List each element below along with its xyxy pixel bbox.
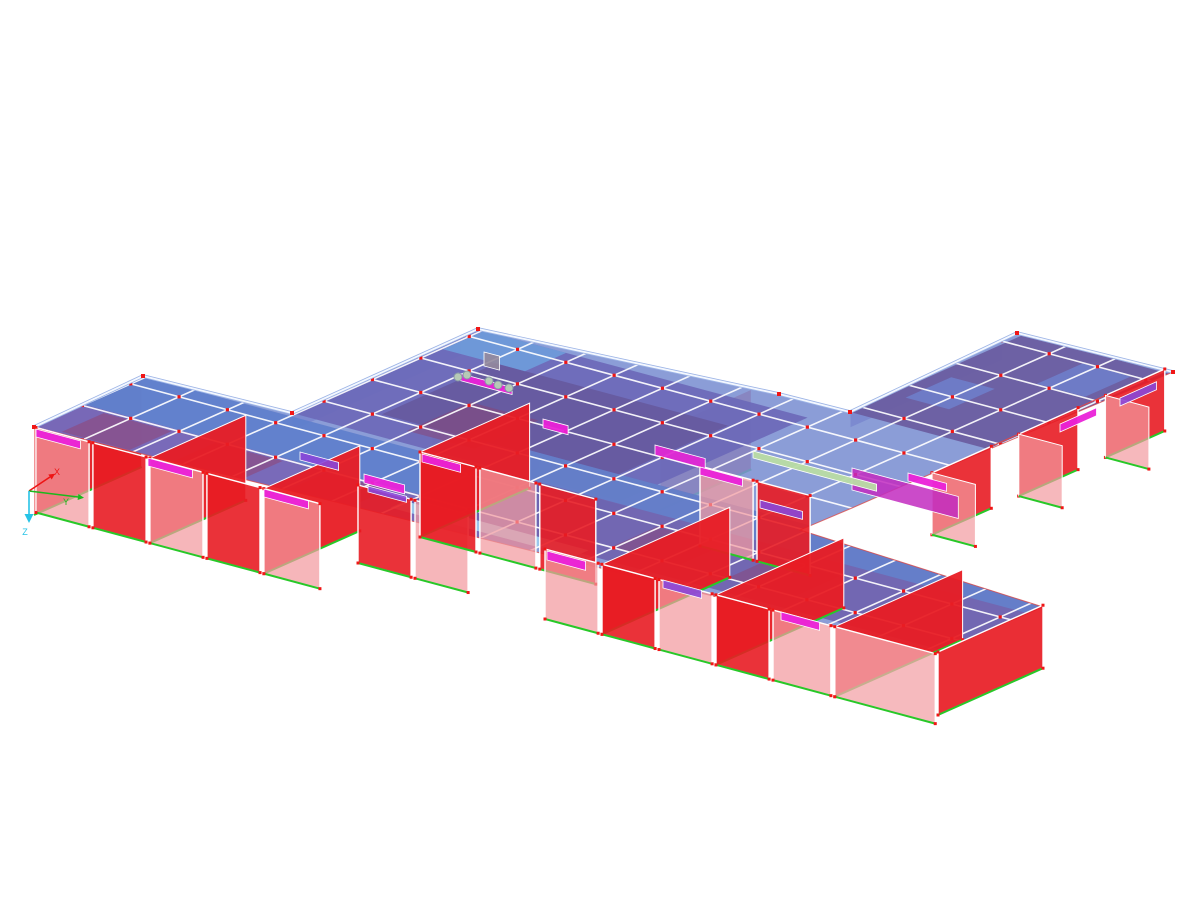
support-markers (453, 370, 514, 393)
axis-label-y: Y (63, 497, 69, 507)
axis-label-x: X (54, 467, 60, 477)
axis-label-z: Z (22, 527, 28, 537)
axis-triad: X Y Z (22, 467, 84, 537)
edge-strips (35, 351, 1157, 631)
